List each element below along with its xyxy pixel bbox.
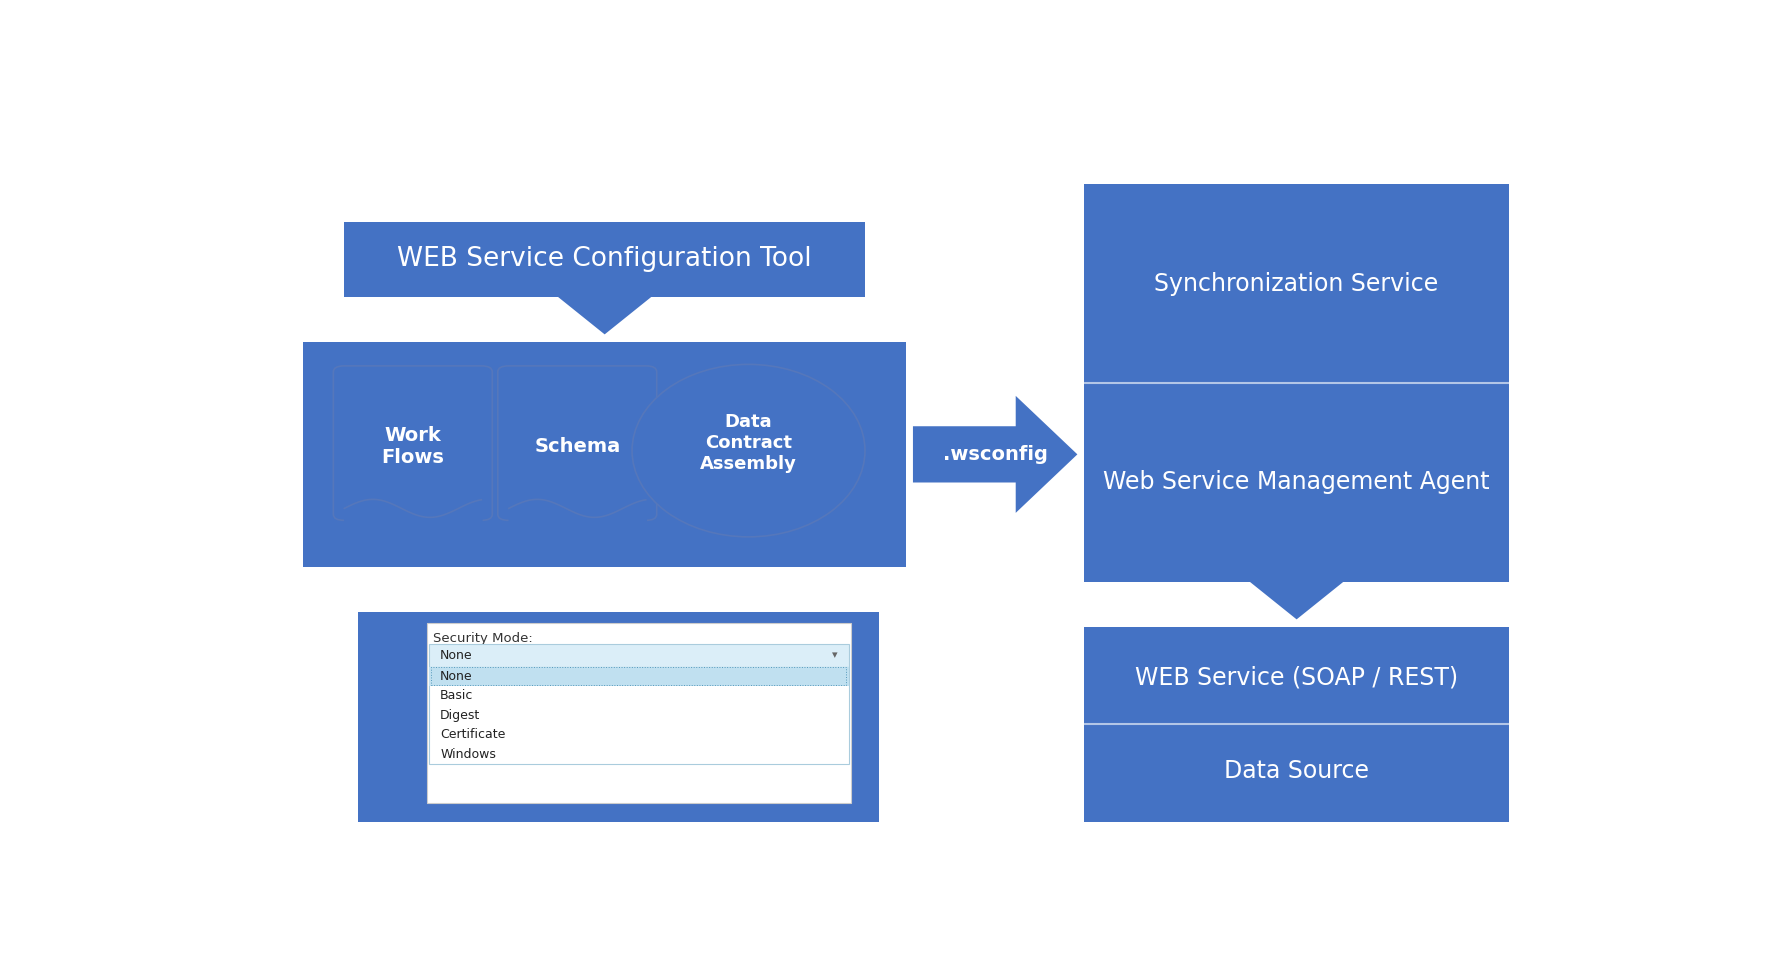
Text: ▾: ▾ <box>833 651 838 660</box>
FancyBboxPatch shape <box>426 623 852 804</box>
Ellipse shape <box>633 364 865 537</box>
Text: Data
Contract
Assembly: Data Contract Assembly <box>700 413 797 473</box>
Text: Data Source: Data Source <box>1223 759 1368 783</box>
Text: None: None <box>440 670 472 683</box>
Text: Work
Flows: Work Flows <box>382 427 444 468</box>
Text: Security Mode:: Security Mode: <box>433 632 534 645</box>
FancyBboxPatch shape <box>430 666 849 765</box>
Text: Certificate: Certificate <box>440 729 506 741</box>
Text: Basic: Basic <box>440 690 474 702</box>
Text: Web Service Management Agent: Web Service Management Agent <box>1103 470 1490 495</box>
Text: Windows: Windows <box>440 748 497 761</box>
Text: WEB Service (SOAP / REST): WEB Service (SOAP / REST) <box>1135 665 1459 690</box>
FancyBboxPatch shape <box>1084 627 1510 822</box>
Text: Schema: Schema <box>534 437 621 457</box>
FancyBboxPatch shape <box>430 644 849 666</box>
FancyBboxPatch shape <box>357 612 879 822</box>
Polygon shape <box>1245 579 1347 619</box>
FancyBboxPatch shape <box>1084 184 1510 581</box>
FancyBboxPatch shape <box>304 342 907 567</box>
Polygon shape <box>553 293 656 334</box>
Text: Digest: Digest <box>440 709 481 722</box>
FancyBboxPatch shape <box>334 366 492 520</box>
FancyBboxPatch shape <box>430 666 849 686</box>
FancyBboxPatch shape <box>499 366 656 520</box>
Polygon shape <box>912 395 1077 513</box>
Text: None: None <box>440 649 472 662</box>
FancyBboxPatch shape <box>345 222 865 297</box>
Text: .wsconfig: .wsconfig <box>942 445 1048 464</box>
Text: WEB Service Configuration Tool: WEB Service Configuration Tool <box>398 246 812 273</box>
Text: Synchronization Service: Synchronization Service <box>1155 272 1439 296</box>
